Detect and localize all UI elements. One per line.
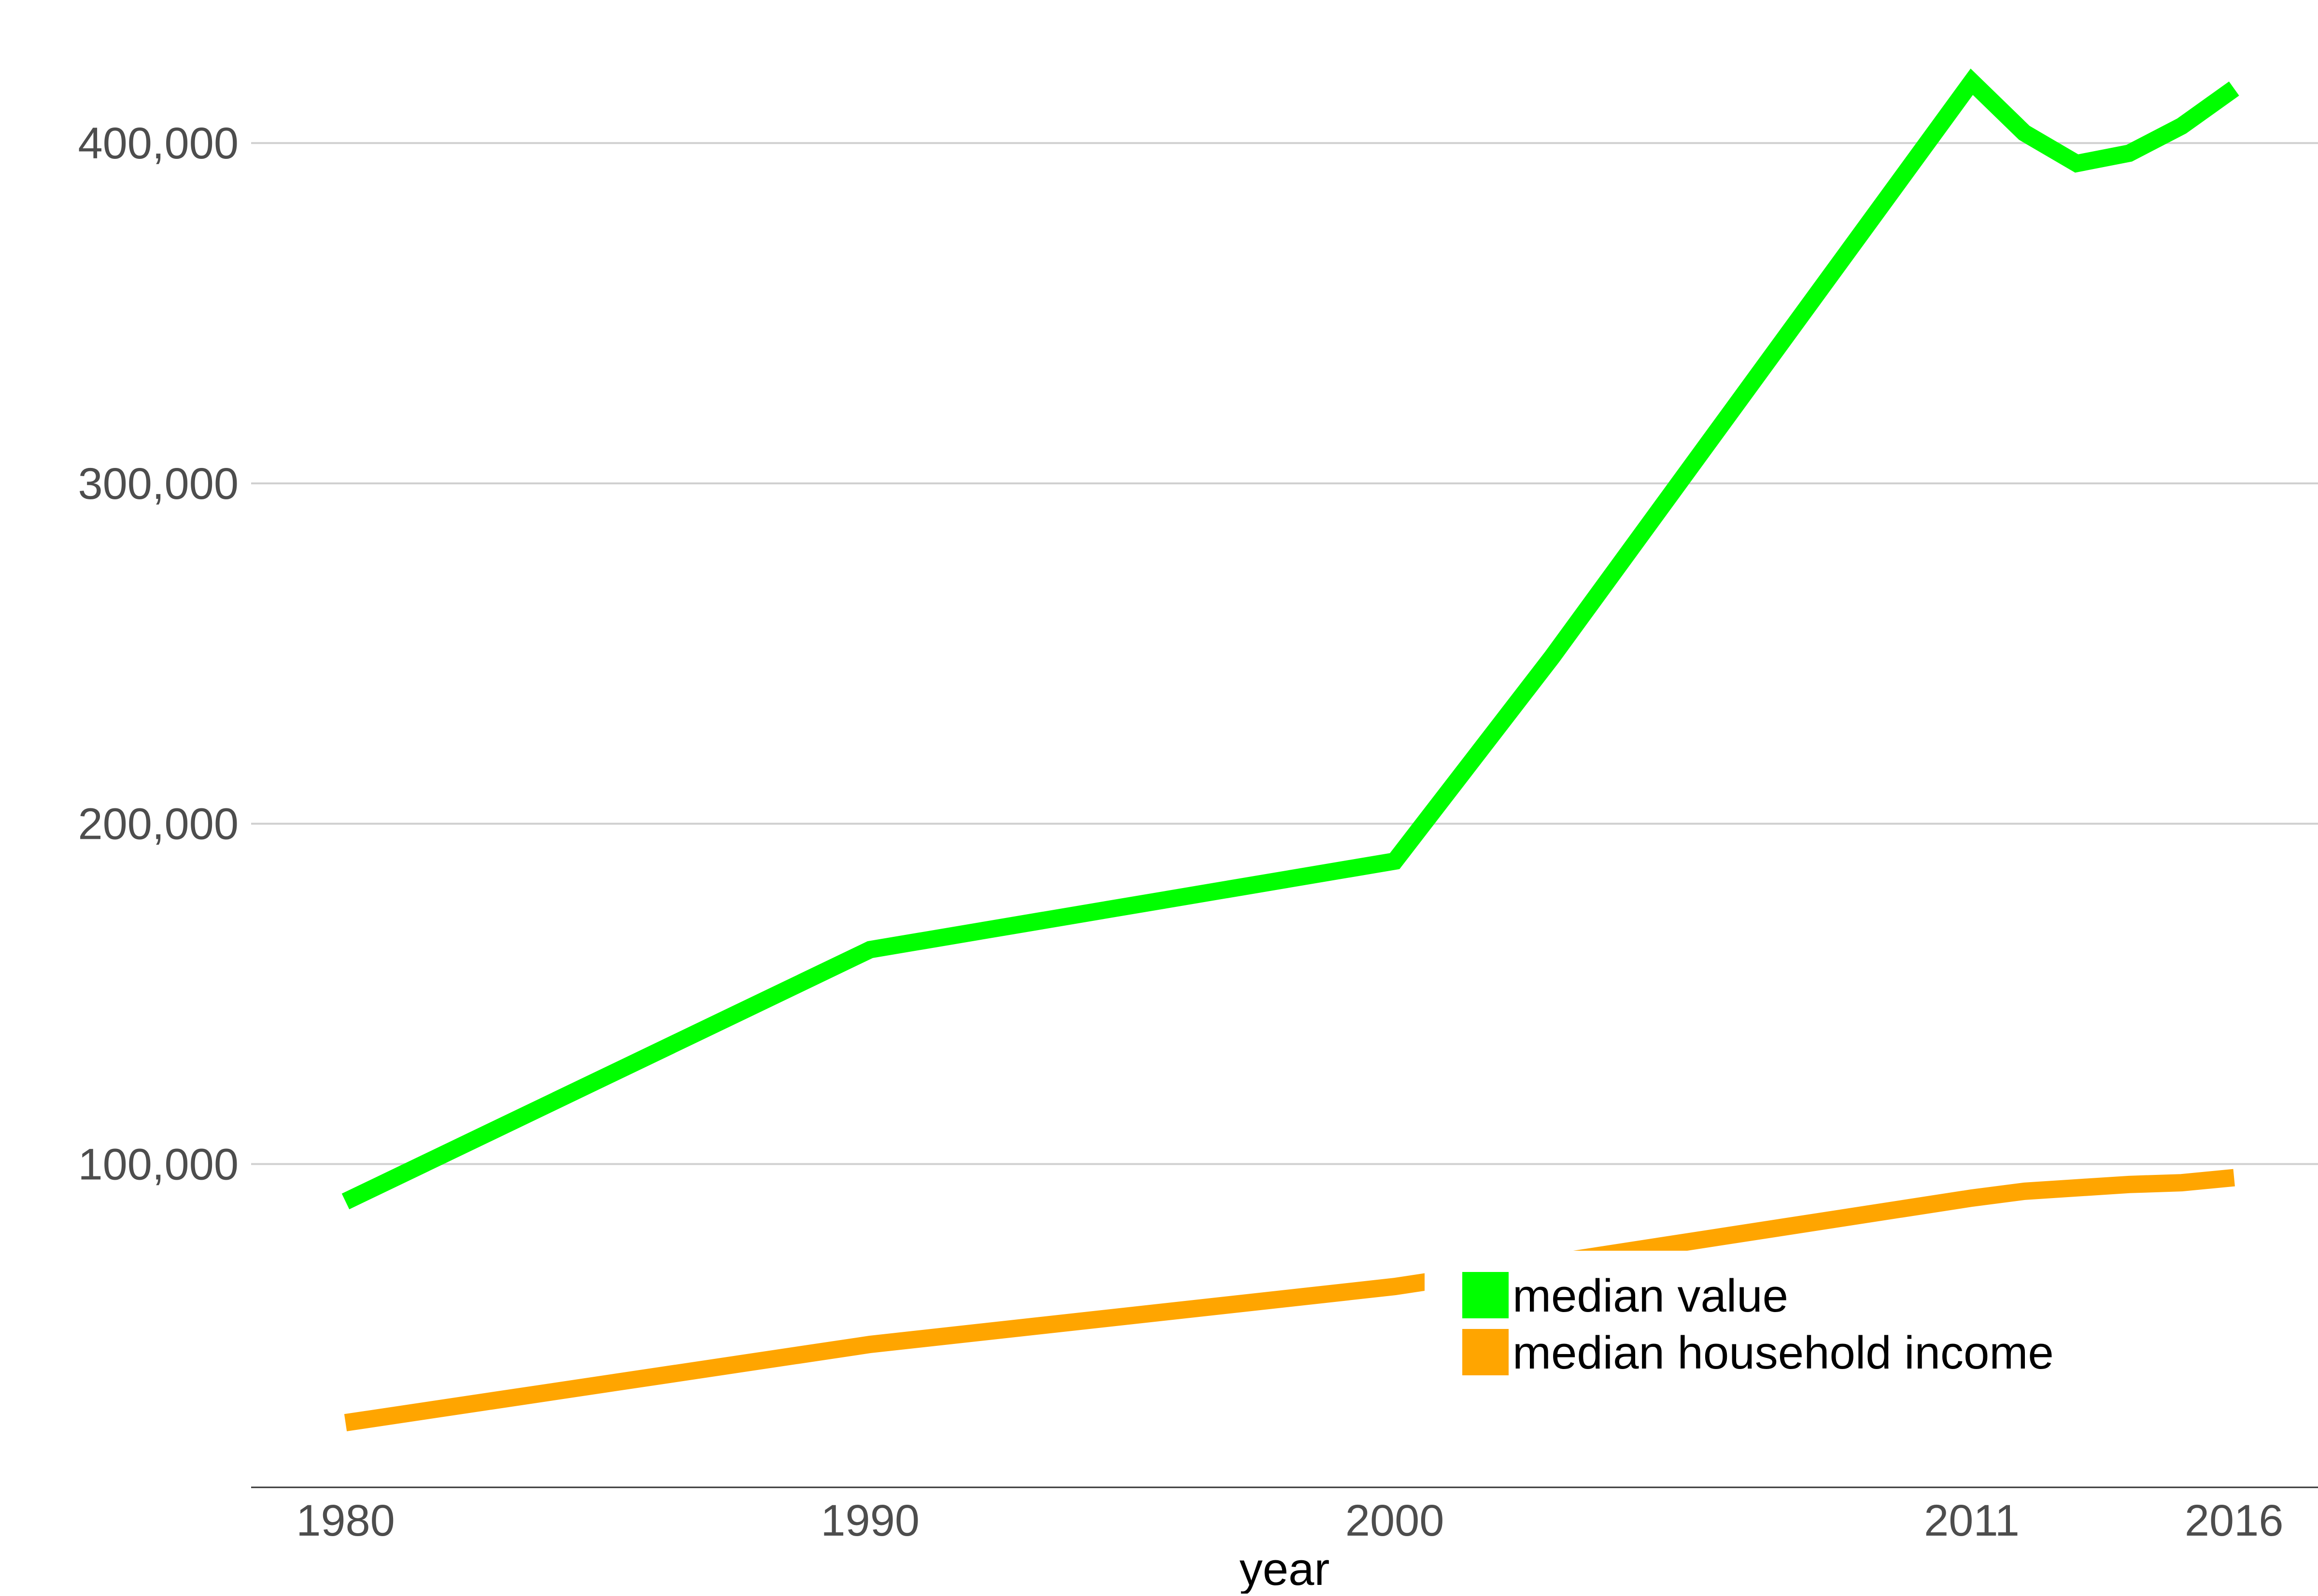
series-lines bbox=[341, 68, 2239, 1431]
legend-swatch-median-value bbox=[1462, 1272, 1509, 1318]
x-tick-label-1990: 1990 bbox=[820, 1496, 919, 1545]
x-tick-label-2016: 2016 bbox=[2185, 1496, 2284, 1545]
series-line-median-household-income bbox=[344, 1169, 2235, 1431]
x-axis-title: year bbox=[1240, 1543, 1330, 1594]
series-line-median-value bbox=[341, 68, 2239, 1210]
y-tick-label-400000: 400,000 bbox=[78, 119, 239, 168]
y-tick-label-300000: 300,000 bbox=[78, 459, 239, 508]
y-tick-label-100000: 100,000 bbox=[78, 1140, 239, 1189]
legend-label-median-household-income: median household income bbox=[1512, 1327, 2054, 1379]
y-tick-label-200000: 200,000 bbox=[78, 800, 239, 849]
legend-label-median-value: median value bbox=[1512, 1270, 1788, 1322]
x-tick-label-1980: 1980 bbox=[296, 1496, 395, 1545]
x-tick-label-2011: 2011 bbox=[1924, 1496, 2020, 1545]
legend-swatch-median-household-income bbox=[1462, 1329, 1509, 1375]
legend-background bbox=[1425, 1251, 2101, 1384]
x-tick-label-2000: 2000 bbox=[1345, 1496, 1444, 1545]
x-axis-ticks: 1980 1990 2000 2011 2016 bbox=[296, 1496, 2283, 1545]
gridlines bbox=[251, 142, 2318, 1165]
y-axis-ticks: 100,000 200,000 300,000 400,000 bbox=[78, 119, 239, 1189]
